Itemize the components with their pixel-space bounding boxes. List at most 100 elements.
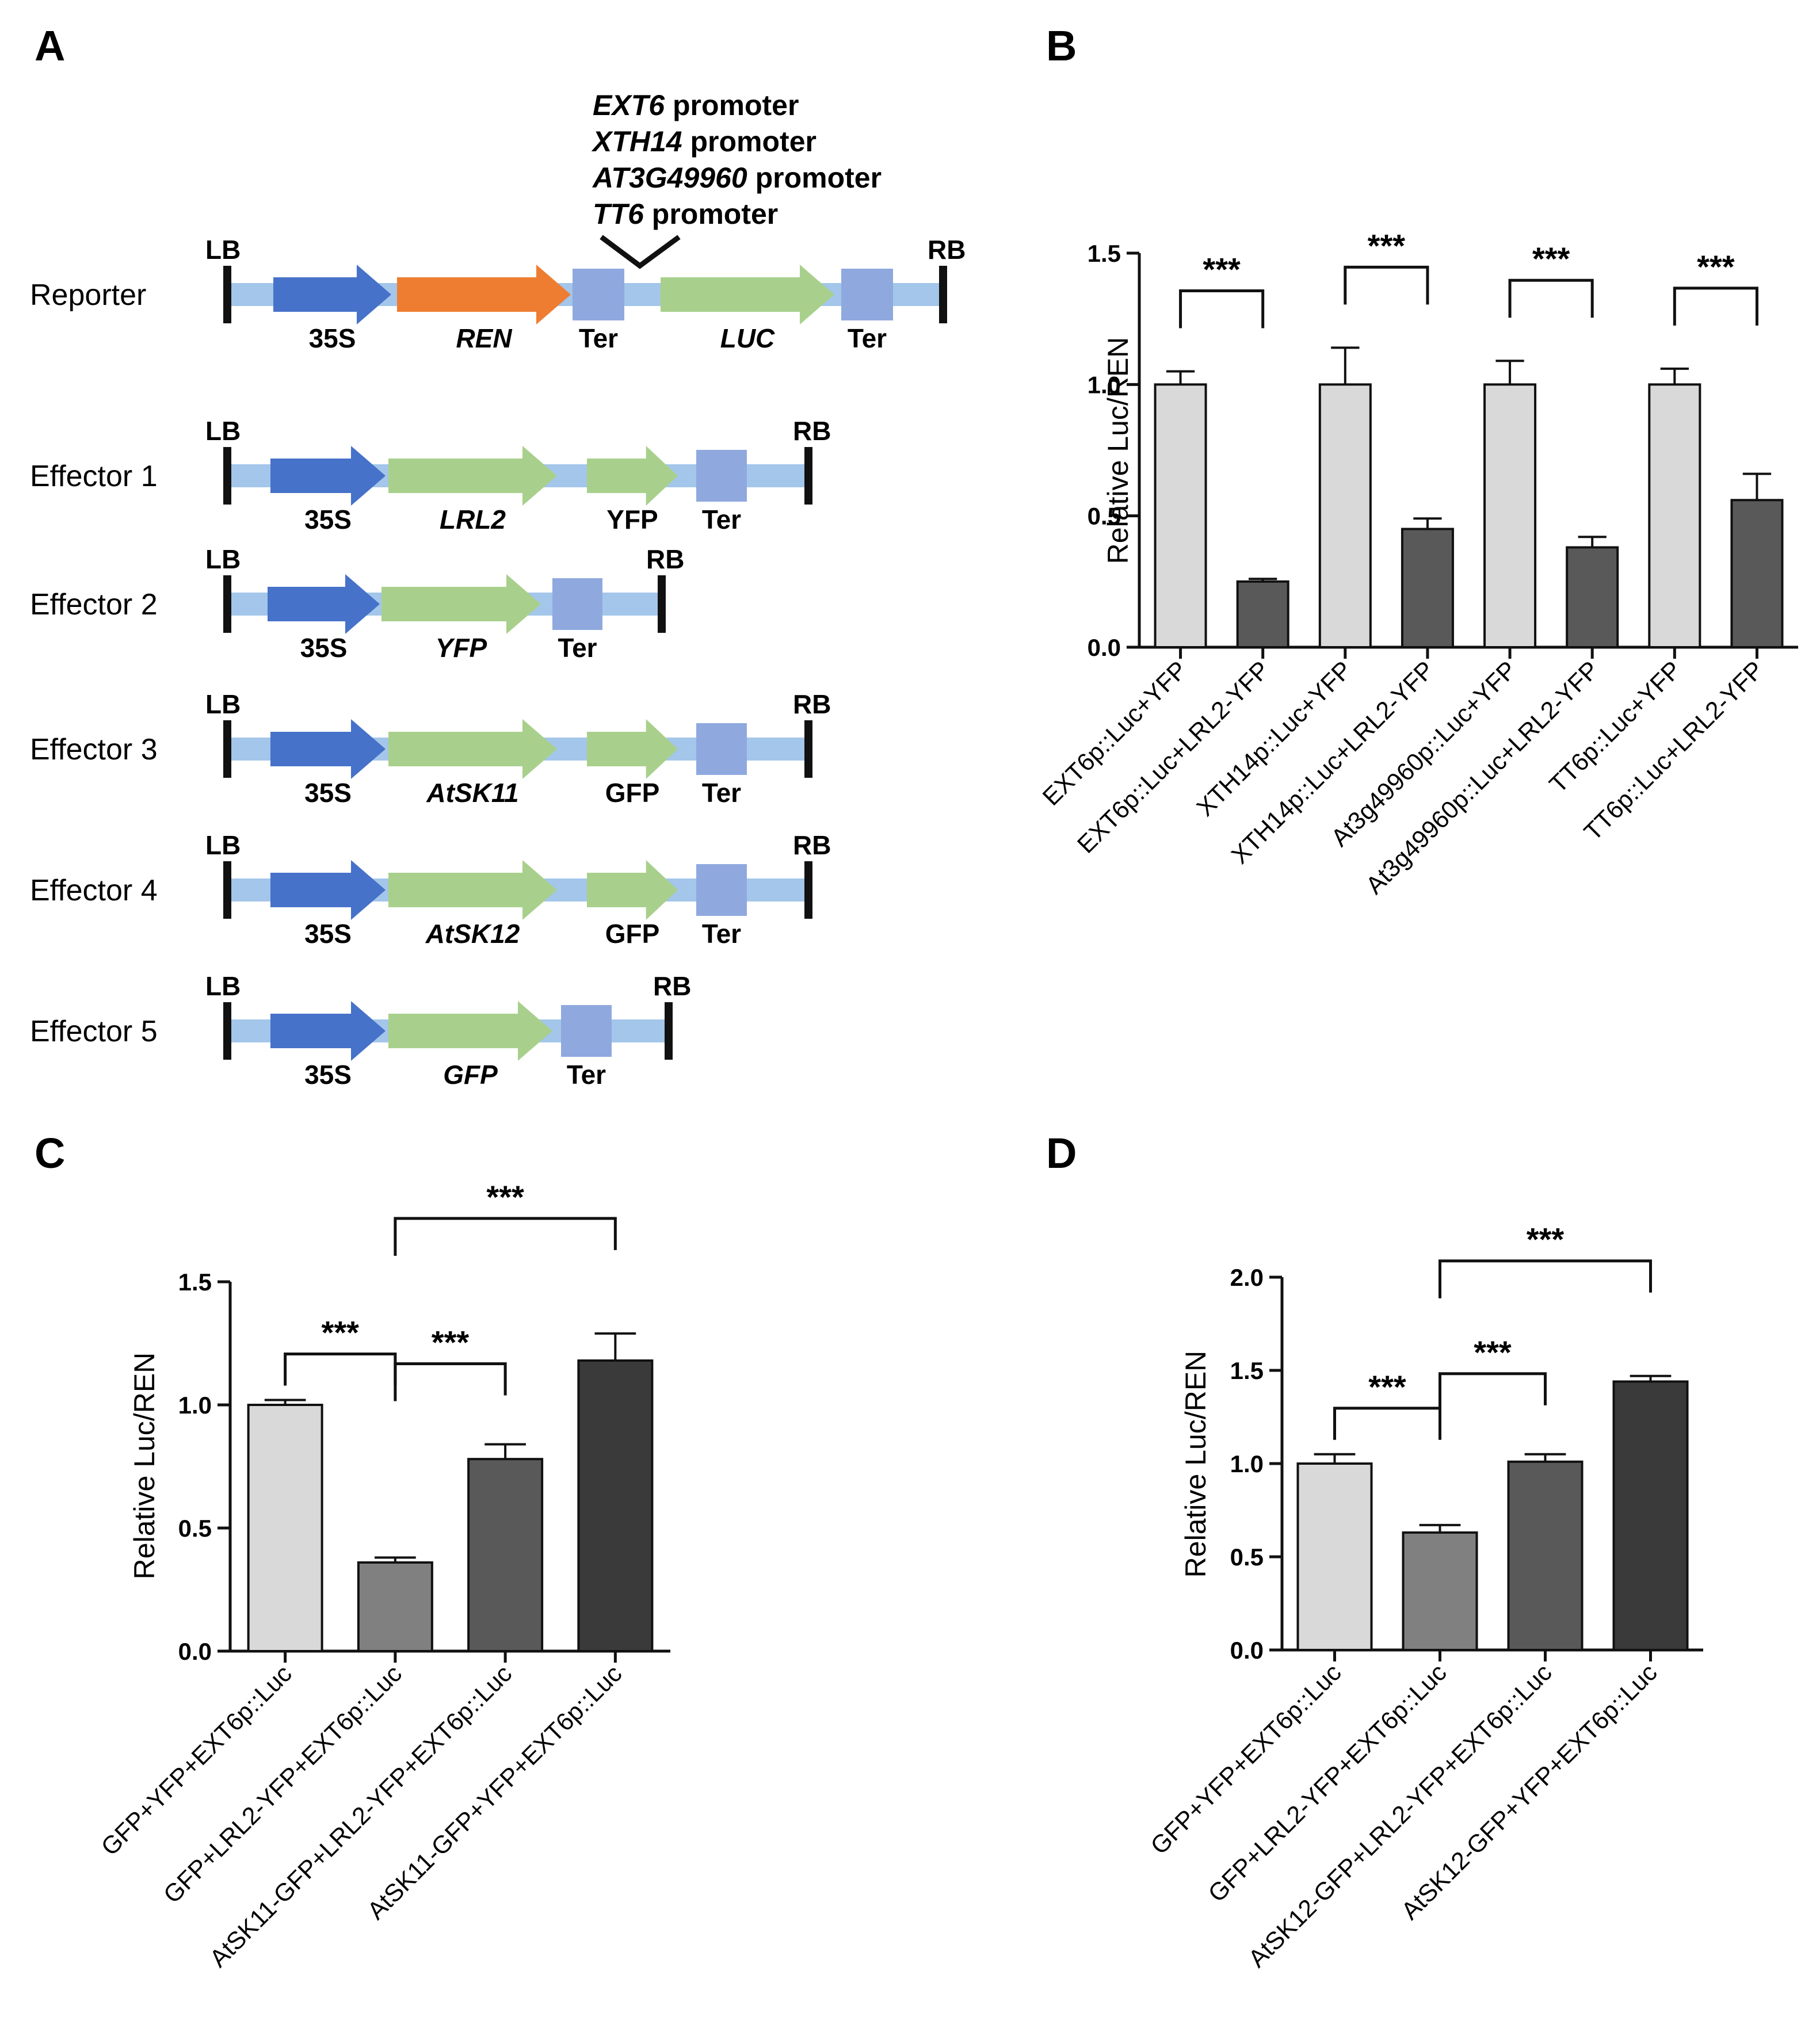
part-label: Ter: [567, 1060, 606, 1090]
construct-3: Effector 3 LB RB 35S AtSK11 GFP Ter: [30, 689, 831, 808]
part-label: LUC: [720, 323, 775, 353]
promoter-list: EXT6 promoter XTH14 promoter AT3G49960 p…: [591, 89, 882, 269]
y-tick-label: 1.0: [1230, 1450, 1264, 1477]
lb-label: LB: [205, 235, 241, 265]
significance-bracket: ***: [1179, 251, 1265, 328]
gene-arrow: [388, 1001, 552, 1061]
promoter-label: XTH14 promoter: [591, 125, 816, 158]
bracket-line: [1344, 265, 1429, 305]
part-label: GFP: [605, 778, 660, 808]
gene-arrow: [397, 265, 571, 324]
right-border: [804, 861, 812, 919]
promoter-label: EXT6 promoter: [593, 89, 799, 121]
part-label: 35S: [304, 505, 352, 534]
lb-label: LB: [205, 689, 241, 719]
left-border: [223, 575, 231, 633]
bracket-line: [394, 1362, 507, 1401]
gene-arrow: [273, 265, 391, 324]
construct-name: Effector 4: [30, 874, 158, 907]
terminator-box: [552, 578, 602, 630]
gene-arrow: [270, 719, 386, 779]
gene-arrow: [381, 574, 541, 634]
significance-label: ***: [1203, 251, 1241, 288]
promoter-label: AT3G49960 promoter: [592, 162, 882, 194]
part-label: 35S: [304, 1060, 352, 1090]
rb-label: RB: [928, 235, 966, 265]
construct-name: Reporter: [30, 278, 146, 312]
left-border: [223, 1002, 231, 1060]
significance-label: ***: [432, 1324, 470, 1360]
significance-label: ***: [1697, 249, 1735, 285]
rb-label: RB: [653, 971, 691, 1001]
gene-arrow: [270, 860, 386, 920]
insertion-caret: [600, 235, 681, 269]
part-label: YFP: [606, 505, 658, 534]
significance-bracket: ***: [394, 1179, 617, 1256]
gene-arrow: [388, 860, 557, 920]
gene-arrow: [587, 446, 678, 506]
bar: [1648, 383, 1701, 648]
rb-label: RB: [793, 689, 831, 719]
bar: [1154, 383, 1207, 648]
construct-1: Effector 1 LB RB 35S LRL2 YFP Ter: [30, 416, 831, 534]
y-tick-label: 0.5: [178, 1515, 212, 1542]
rb-label: RB: [793, 830, 831, 860]
bar: [1612, 1380, 1689, 1651]
terminator-box: [561, 1005, 612, 1057]
part-label: Ter: [702, 778, 741, 808]
bar: [357, 1561, 433, 1652]
terminator-box: [696, 864, 747, 916]
y-tick-label: 0.5: [1230, 1544, 1264, 1571]
promoter-gene: TT6: [593, 198, 644, 230]
bracket-line: [1439, 1259, 1652, 1298]
right-border: [939, 266, 947, 323]
right-border: [658, 575, 666, 633]
bracket-line: [1508, 278, 1594, 318]
y-tick-label: 0.0: [178, 1638, 212, 1665]
bracket-line: [1439, 1372, 1547, 1411]
significance-bracket: ***: [1673, 249, 1758, 326]
construct-4: Effector 4 LB RB 35S AtSK12 GFP Ter: [30, 830, 831, 949]
significance-label: ***: [486, 1179, 524, 1215]
construct-5: Effector 5 LB RB 35S GFP Ter: [30, 971, 691, 1090]
significance-bracket: ***: [1508, 240, 1594, 318]
x-tick-label: GFP+YFP+EXT6p::Luc: [96, 1660, 297, 1861]
y-axis-label: Relative Luc/REN: [1102, 337, 1134, 564]
part-label: GFP: [443, 1060, 498, 1090]
bar: [1318, 383, 1372, 648]
promoter-gene: EXT6: [593, 89, 665, 121]
lb-label: LB: [205, 544, 241, 574]
part-label: LRL2: [440, 505, 506, 534]
x-tick-label: EXT6p::Luc+YFP: [1037, 656, 1193, 811]
panel-letter-d: D: [1046, 1129, 1077, 1177]
part-label: 35S: [304, 778, 352, 808]
part-label: 35S: [304, 919, 352, 949]
chart-panel-c: 0.0 0.5 1.0 1.5 Relative Luc/REN GFP+YFP+EXT6…: [96, 1179, 670, 1973]
panel-letter-c: C: [35, 1129, 65, 1177]
gene-arrow: [661, 265, 834, 324]
gene-arrow: [388, 719, 557, 779]
construct-name: Effector 1: [30, 460, 158, 493]
significance-bracket: ***: [284, 1314, 397, 1386]
bar: [247, 1404, 323, 1652]
y-tick-label: 1.5: [1088, 240, 1121, 267]
construct-name: Effector 3: [30, 733, 158, 766]
promoter-gene: XTH14: [591, 125, 682, 158]
construct-2: Effector 2 LB RB 35S YFP Ter: [30, 544, 684, 663]
promoter-suffix: promoter: [682, 125, 816, 158]
bracket-line: [1179, 289, 1265, 328]
construct-name: Effector 5: [30, 1015, 158, 1048]
right-border: [665, 1002, 673, 1060]
gene-arrow: [270, 446, 386, 506]
significance-bracket: ***: [1344, 227, 1429, 305]
part-label: Ter: [702, 919, 741, 949]
left-border: [223, 861, 231, 919]
significance-label: ***: [1368, 227, 1406, 263]
bracket-line: [1333, 1407, 1441, 1440]
bar: [1483, 383, 1537, 648]
part-label: Ter: [558, 633, 597, 663]
panel-letter-b: B: [1046, 22, 1077, 70]
part-label: AtSK12: [425, 919, 520, 949]
